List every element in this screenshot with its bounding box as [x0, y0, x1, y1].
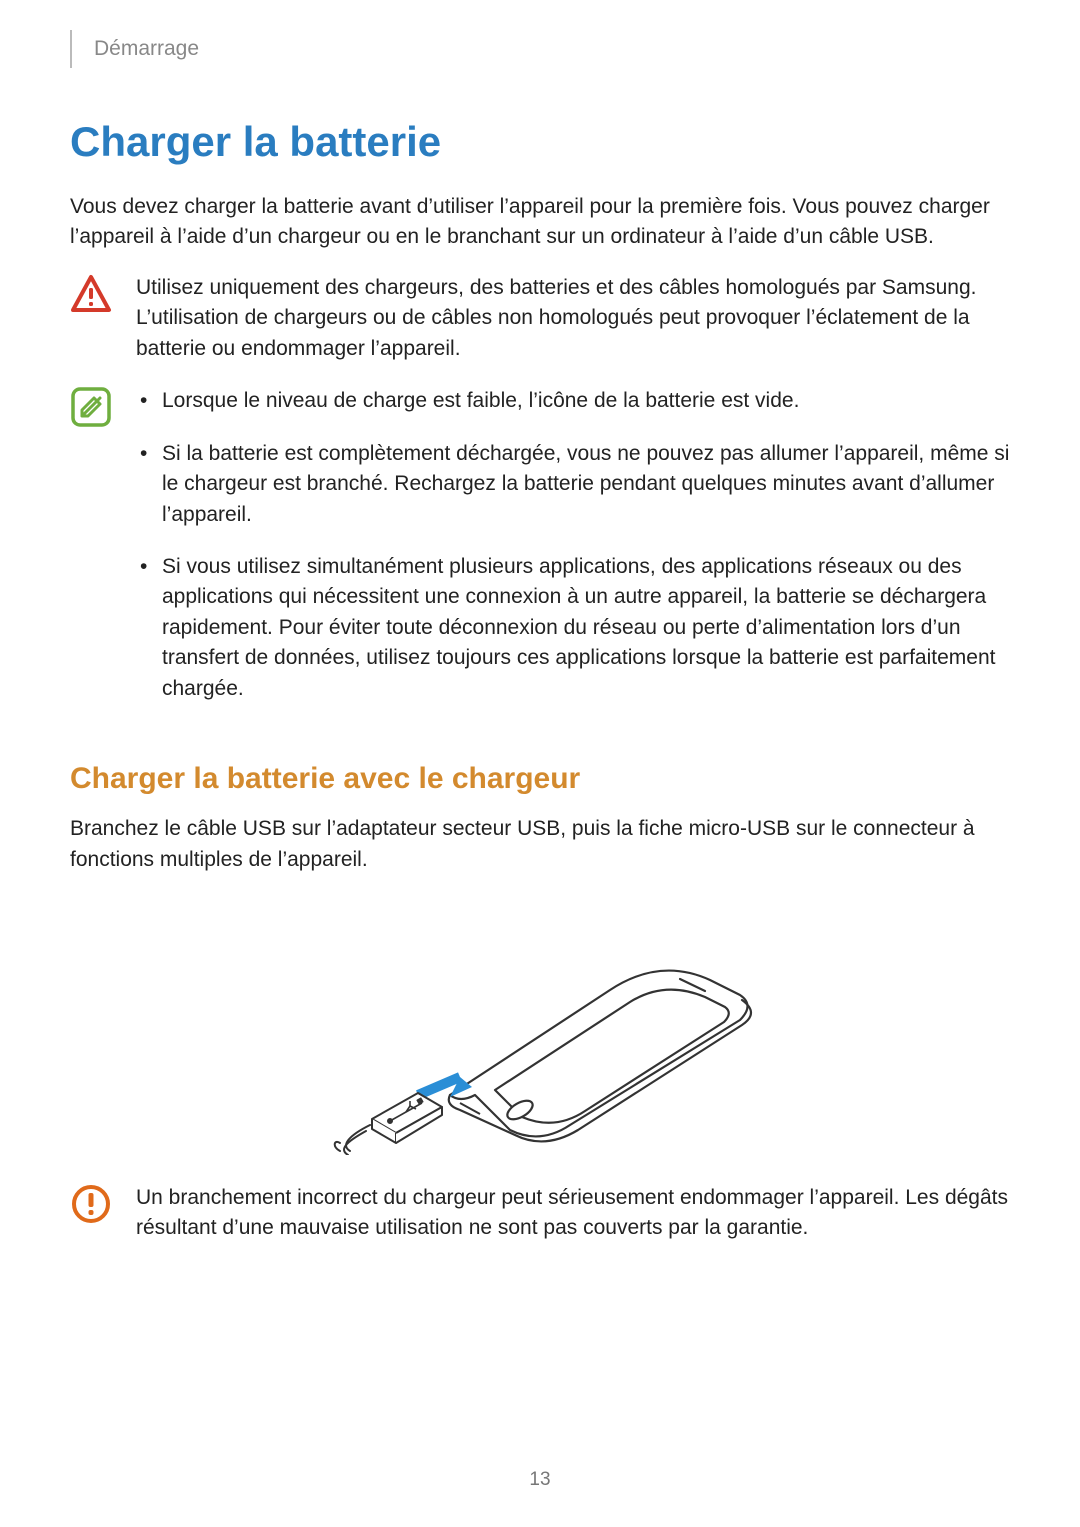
- note-pencil-icon: [70, 386, 112, 428]
- note-bullet-list: Lorsque le niveau de charge est faible, …: [136, 386, 1010, 704]
- figure-phone-charging: [70, 895, 1010, 1155]
- caution-text: Un branchement incorrect du chargeur peu…: [136, 1183, 1010, 1244]
- warning-triangle-icon: [70, 273, 112, 315]
- breadcrumb: Démarrage: [94, 37, 199, 61]
- caution-circle-icon: [70, 1183, 112, 1225]
- subsection-intro: Branchez le câble USB sur l’adaptateur s…: [70, 814, 1010, 875]
- warning-text: Utilisez uniquement des chargeurs, des b…: [136, 273, 1010, 364]
- page-header: Démarrage: [70, 30, 1010, 68]
- caution-callout: Un branchement incorrect du chargeur peu…: [70, 1183, 1010, 1244]
- note-callout: Lorsque le niveau de charge est faible, …: [70, 386, 1010, 726]
- phone-usb-illustration: [310, 895, 770, 1155]
- note-body: Lorsque le niveau de charge est faible, …: [136, 386, 1010, 726]
- page-number: 13: [0, 1469, 1080, 1491]
- note-bullet: Si la batterie est complètement déchargé…: [136, 439, 1010, 530]
- note-bullet: Si vous utilisez simultanément plusieurs…: [136, 552, 1010, 704]
- warning-callout: Utilisez uniquement des chargeurs, des b…: [70, 273, 1010, 364]
- manual-page: Démarrage Charger la batterie Vous devez…: [0, 0, 1080, 1527]
- subsection-title: Charger la batterie avec le chargeur: [70, 762, 1010, 796]
- section-intro: Vous devez charger la batterie avant d’u…: [70, 192, 1010, 253]
- section-title: Charger la batterie: [70, 118, 1010, 166]
- note-bullet: Lorsque le niveau de charge est faible, …: [136, 386, 1010, 416]
